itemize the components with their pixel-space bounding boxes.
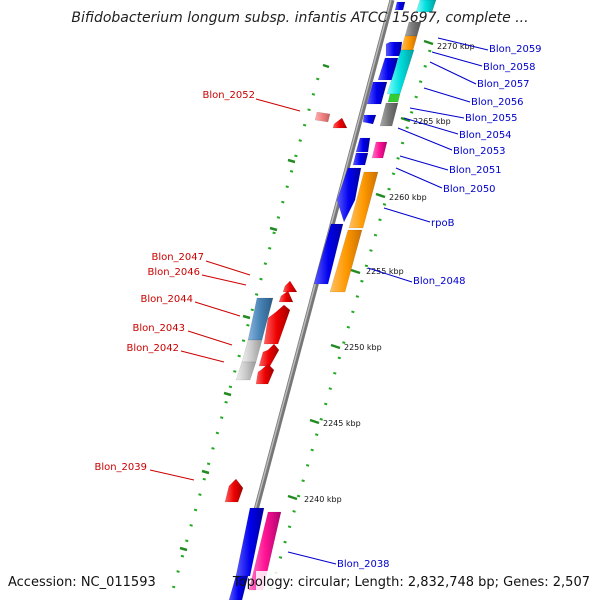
outer-dotted-track: [168, 77, 320, 600]
tick-mark: [400, 116, 411, 123]
tick-label: 2245 kbp: [323, 419, 361, 428]
gene-feature-silver[interactable]: [235, 361, 257, 381]
map-title: Bifidobacterium longum subsp. infantis A…: [71, 10, 528, 26]
gene-label[interactable]: Blon_2043: [132, 323, 185, 334]
tick-mark: [423, 39, 434, 46]
gene-feature-blue[interactable]: [394, 1, 406, 11]
tick-marks: [179, 39, 434, 552]
accession-text: Accession: NC_011593: [8, 575, 156, 590]
gene-feature-pink[interactable]: [371, 141, 388, 159]
tick-label: 2265 kbp: [413, 117, 451, 126]
reverse-genes: [224, 111, 348, 503]
gene-feature-red[interactable]: [255, 363, 275, 385]
gene-label[interactable]: Blon_2038: [337, 559, 390, 570]
tick-label: 2270 kbp: [437, 42, 475, 51]
gene-feature-red[interactable]: [224, 478, 244, 503]
gene-label[interactable]: Blon_2042: [126, 343, 179, 354]
gene-feature-gray[interactable]: [379, 102, 399, 127]
gene-feature-orange[interactable]: [329, 229, 363, 293]
gene-label[interactable]: Blon_2046: [147, 267, 200, 278]
gene-feature-green[interactable]: [387, 93, 401, 103]
gene-label[interactable]: Blon_2059: [489, 44, 542, 55]
gene-label[interactable]: Blon_2054: [459, 130, 512, 141]
gene-feature-red[interactable]: [263, 304, 291, 345]
gene-feature-red[interactable]: [278, 290, 294, 303]
tick-label: 2260 kbp: [389, 193, 427, 202]
tick-mark: [375, 192, 386, 199]
reverse-leader-lines: [149, 98, 301, 481]
gene-label[interactable]: Blon_2044: [140, 294, 193, 305]
gene-label[interactable]: Blon_2051: [449, 165, 502, 176]
gene-feature-blue[interactable]: [355, 137, 371, 153]
tick-mark: [350, 268, 361, 275]
gene-feature-blue[interactable]: [228, 575, 249, 600]
gene-feature-blue[interactable]: [313, 223, 344, 285]
gene-feature-blue[interactable]: [336, 167, 362, 223]
gene-label[interactable]: rpoB: [431, 218, 455, 229]
gene-label[interactable]: Blon_2056: [471, 97, 524, 108]
inner-dotted-track: [266, 49, 432, 600]
footer-backdrop: [256, 571, 600, 591]
gene-feature-blue[interactable]: [235, 507, 265, 577]
gene-feature-red[interactable]: [332, 117, 348, 129]
tick-label: 2240 kbp: [304, 495, 342, 504]
forward-leader-lines: [287, 37, 489, 565]
gene-feature-blue[interactable]: [366, 81, 388, 105]
gene-label[interactable]: Blon_2055: [465, 113, 518, 124]
gene-label[interactable]: Blon_2048: [413, 276, 466, 287]
gene-feature-red[interactable]: [282, 280, 298, 293]
backbone-highlight: [230, 0, 392, 600]
gene-label[interactable]: Blon_2058: [483, 62, 536, 73]
gene-feature-cyan[interactable]: [415, 0, 437, 13]
gene-feature-blue[interactable]: [385, 41, 403, 57]
gene-feature-pale-red[interactable]: [314, 111, 331, 123]
gene-feature-orange[interactable]: [348, 171, 379, 229]
tick-mark: [309, 418, 320, 425]
tick-mark: [287, 494, 298, 501]
tick-label: 2255 kbp: [366, 267, 404, 276]
gene-label[interactable]: Blon_2057: [477, 79, 530, 90]
gene-feature-blue[interactable]: [362, 114, 377, 125]
gene-feature-red[interactable]: [258, 343, 280, 367]
gene-label[interactable]: Blon_2050: [443, 184, 496, 195]
gene-label[interactable]: Blon_2047: [151, 252, 204, 263]
gene-label[interactable]: Blon_2053: [453, 146, 506, 157]
gene-feature-orange[interactable]: [400, 35, 418, 51]
tick-mark: [330, 343, 341, 350]
tick-label: 2250 kbp: [344, 343, 382, 352]
backbone-line: [229, 0, 395, 600]
gene-feature-silver[interactable]: [241, 339, 263, 363]
forward-genes: [228, 0, 437, 600]
gene-feature-blue[interactable]: [352, 152, 369, 166]
gene-label[interactable]: Blon_2052: [202, 90, 255, 101]
gene-label[interactable]: Blon_2039: [94, 462, 147, 473]
topology-text: Topology: circular; Length: 2,832,748 bp…: [232, 575, 590, 590]
